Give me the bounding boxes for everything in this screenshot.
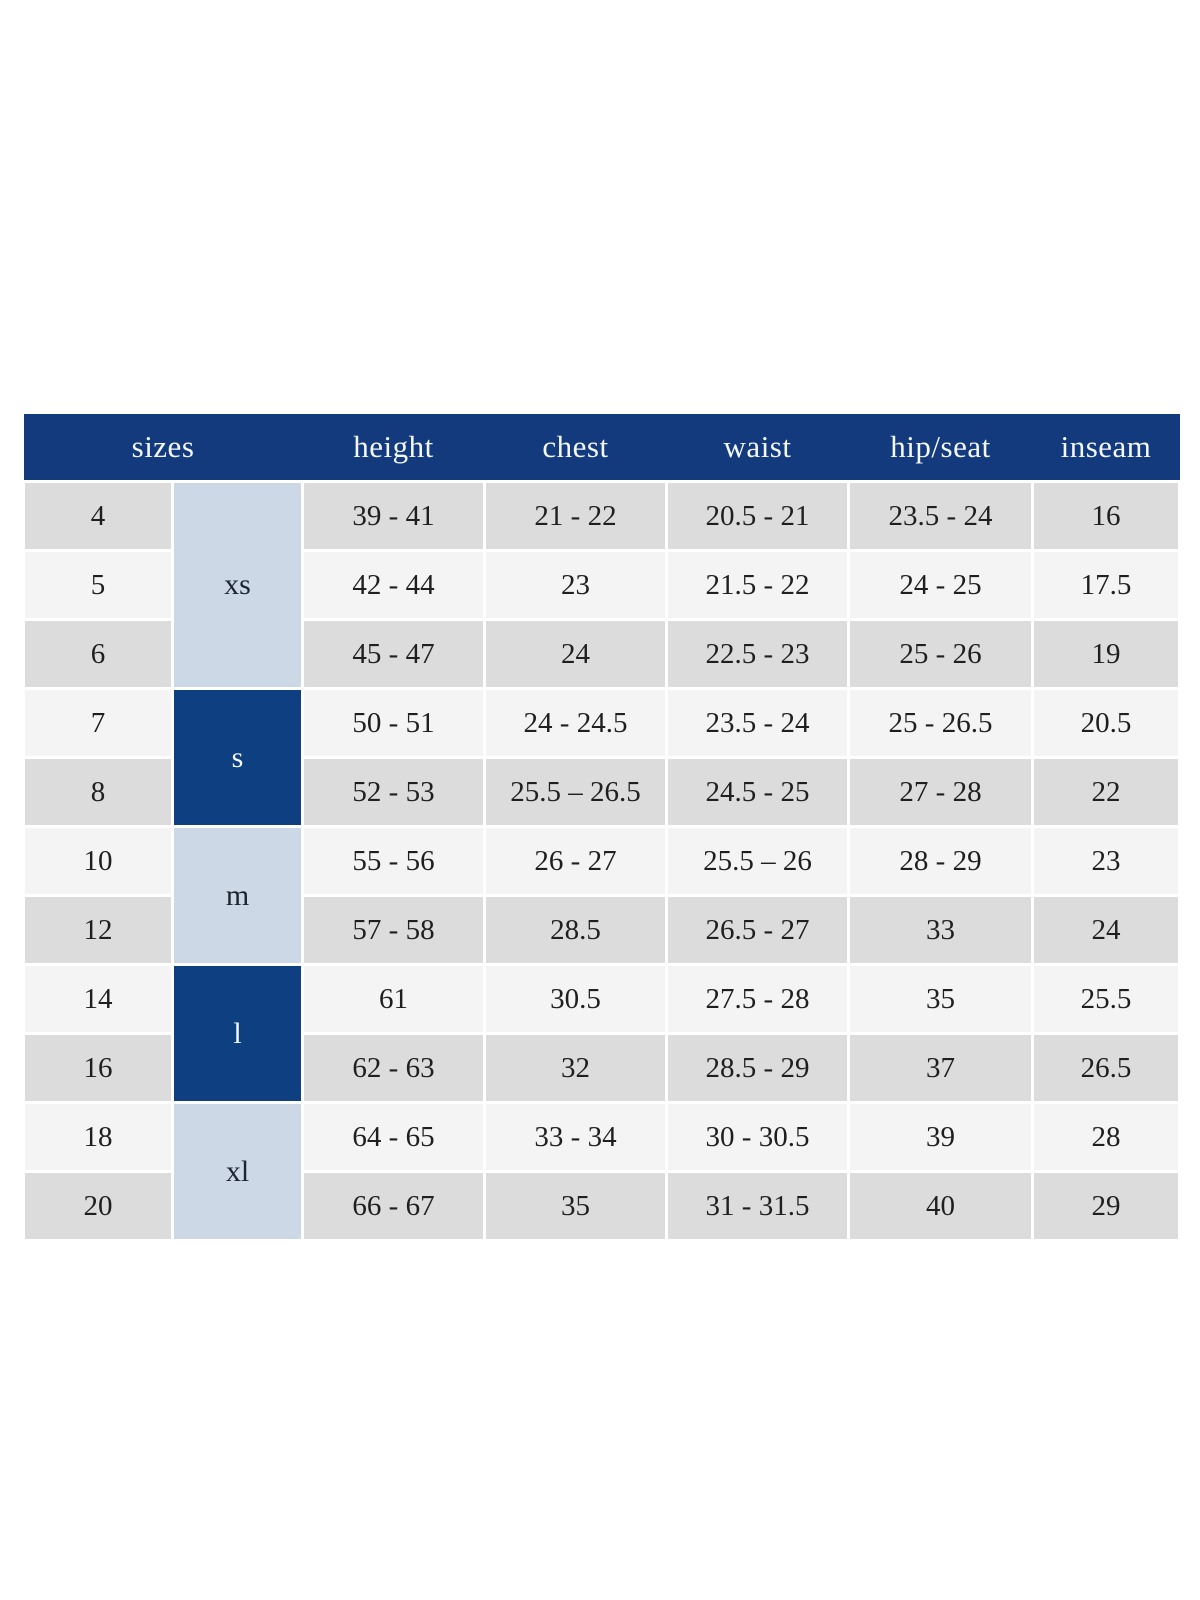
height-cell: 62 - 63 [301, 1032, 487, 1104]
size-chart-table: sizes height chest waist hip/seat inseam… [22, 414, 1182, 1242]
table-row: 4 xs 39 - 41 21 - 22 20.5 - 21 23.5 - 24 16 [22, 480, 1182, 690]
waist-cell: 23.5 - 24 [665, 687, 851, 759]
size-number-cell: 4 [22, 480, 174, 552]
height-cell: 57 - 58 [301, 894, 487, 966]
header-cell-waist: waist [666, 414, 849, 482]
size-number-cell: 14 [22, 963, 174, 1035]
height-cell: 45 - 47 [301, 618, 487, 690]
inseam-cell: 23 [1031, 825, 1182, 897]
table-row: 18 xl 64 - 65 33 - 34 30 - 30.5 39 28 [22, 1101, 1182, 1242]
waist-cell: 31 - 31.5 [665, 1170, 851, 1242]
hip-seat-cell: 27 - 28 [847, 756, 1035, 828]
table-row: 10 m 55 - 56 26 - 27 25.5 – 26 28 - 29 23 [22, 825, 1182, 966]
table-header-row: sizes height chest waist hip/seat inseam [23, 414, 1180, 482]
chest-cell: 26 - 27 [483, 825, 669, 897]
chest-cell: 33 - 34 [483, 1101, 669, 1173]
waist-cell: 30 - 30.5 [665, 1101, 851, 1173]
size-number-cell: 5 [22, 549, 174, 621]
size-number-cell: 12 [22, 894, 174, 966]
height-cell: 55 - 56 [301, 825, 487, 897]
inseam-cell: 20.5 [1031, 687, 1182, 759]
size-number-cell: 18 [22, 1101, 174, 1173]
height-cell: 52 - 53 [301, 756, 487, 828]
inseam-cell: 17.5 [1031, 549, 1182, 621]
size-group-cell-s: s [170, 687, 305, 828]
table-row: 6 45 - 47 24 22.5 - 23 25 - 26 19 [22, 618, 1182, 690]
chest-cell: 25.5 – 26.5 [483, 756, 669, 828]
chest-cell: 23 [483, 549, 669, 621]
hip-seat-cell: 24 - 25 [847, 549, 1035, 621]
size-number-cell: 8 [22, 756, 174, 828]
waist-cell: 21.5 - 22 [665, 549, 851, 621]
hip-seat-cell: 25 - 26 [847, 618, 1035, 690]
inseam-cell: 19 [1031, 618, 1182, 690]
header-cell-chest: chest [484, 414, 667, 482]
hip-seat-cell: 25 - 26.5 [847, 687, 1035, 759]
size-number-cell: 7 [22, 687, 174, 759]
height-cell: 39 - 41 [301, 480, 487, 552]
size-number-cell: 16 [22, 1032, 174, 1104]
size-number-cell: 10 [22, 825, 174, 897]
height-cell: 42 - 44 [301, 549, 487, 621]
hip-seat-cell: 35 [847, 963, 1035, 1035]
height-cell: 61 [301, 963, 487, 1035]
header-cell-sizes: sizes [23, 414, 303, 482]
waist-cell: 20.5 - 21 [665, 480, 851, 552]
chest-cell: 24 - 24.5 [483, 687, 669, 759]
waist-cell: 26.5 - 27 [665, 894, 851, 966]
hip-seat-cell: 23.5 - 24 [847, 480, 1035, 552]
inseam-cell: 26.5 [1031, 1032, 1182, 1104]
height-cell: 66 - 67 [301, 1170, 487, 1242]
height-cell: 50 - 51 [301, 687, 487, 759]
table-row: 5 42 - 44 23 21.5 - 22 24 - 25 17.5 [22, 549, 1182, 621]
table-row: 12 57 - 58 28.5 26.5 - 27 33 24 [22, 894, 1182, 966]
chest-cell: 24 [483, 618, 669, 690]
table-row: 16 62 - 63 32 28.5 - 29 37 26.5 [22, 1032, 1182, 1104]
height-cell: 64 - 65 [301, 1101, 487, 1173]
hip-seat-cell: 33 [847, 894, 1035, 966]
chest-cell: 32 [483, 1032, 669, 1104]
table-header: sizes height chest waist hip/seat inseam [23, 414, 1180, 482]
size-group-cell-l: l [170, 963, 305, 1104]
hip-seat-cell: 40 [847, 1170, 1035, 1242]
table-row: 8 52 - 53 25.5 – 26.5 24.5 - 25 27 - 28 22 [22, 756, 1182, 828]
table-row: 7 s 50 - 51 24 - 24.5 23.5 - 24 25 - 26.5 20.5 [22, 687, 1182, 828]
hip-seat-cell: 39 [847, 1101, 1035, 1173]
inseam-cell: 24 [1031, 894, 1182, 966]
hip-seat-cell: 28 - 29 [847, 825, 1035, 897]
size-group-cell-m: m [170, 825, 305, 966]
inseam-cell: 22 [1031, 756, 1182, 828]
table-row: 20 66 - 67 35 31 - 31.5 40 29 [22, 1170, 1182, 1242]
waist-cell: 24.5 - 25 [665, 756, 851, 828]
chest-cell: 28.5 [483, 894, 669, 966]
waist-cell: 27.5 - 28 [665, 963, 851, 1035]
size-number-cell: 20 [22, 1170, 174, 1242]
size-chart-body: 4 xs 39 - 41 21 - 22 20.5 - 21 23.5 - 24 16 5 42… [22, 480, 1182, 1242]
inseam-cell: 29 [1031, 1170, 1182, 1242]
header-cell-hip-seat: hip/seat [848, 414, 1033, 482]
size-number-cell: 6 [22, 618, 174, 690]
header-cell-height: height [302, 414, 485, 482]
inseam-cell: 28 [1031, 1101, 1182, 1173]
hip-seat-cell: 37 [847, 1032, 1035, 1104]
waist-cell: 25.5 – 26 [665, 825, 851, 897]
waist-cell: 22.5 - 23 [665, 618, 851, 690]
waist-cell: 28.5 - 29 [665, 1032, 851, 1104]
inseam-cell: 25.5 [1031, 963, 1182, 1035]
header-cell-inseam: inseam [1032, 414, 1180, 482]
chest-cell: 30.5 [483, 963, 669, 1035]
chest-cell: 35 [483, 1170, 669, 1242]
inseam-cell: 16 [1031, 480, 1182, 552]
chest-cell: 21 - 22 [483, 480, 669, 552]
size-group-cell-xs: xs [170, 480, 305, 690]
size-group-cell-xl: xl [170, 1101, 305, 1242]
table-row: 14 l 61 30.5 27.5 - 28 35 25.5 [22, 963, 1182, 1104]
